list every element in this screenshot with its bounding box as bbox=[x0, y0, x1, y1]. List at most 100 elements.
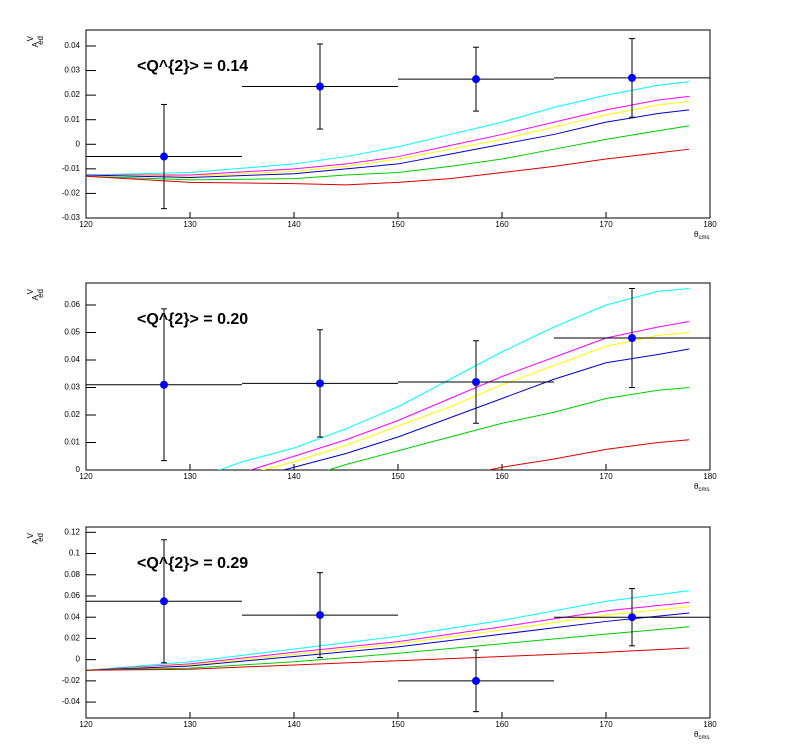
curve bbox=[281, 348, 690, 470]
y-tick-label: 0.1 bbox=[69, 549, 81, 558]
x-tick-label: 120 bbox=[79, 720, 93, 729]
curve bbox=[218, 288, 690, 470]
data-point bbox=[472, 378, 480, 386]
x-axis-label: θcms bbox=[694, 730, 709, 740]
y-axis-label: AV ed bbox=[26, 35, 45, 47]
y-tick-label: 0.05 bbox=[64, 328, 80, 337]
x-tick-label: 170 bbox=[599, 220, 613, 229]
y-tick-label: -0.01 bbox=[62, 164, 81, 173]
x-label-main: θ bbox=[694, 230, 699, 239]
y-label-sub: ed bbox=[36, 289, 45, 298]
x-tick-label: 130 bbox=[183, 220, 197, 229]
y-tick-label: -0.02 bbox=[62, 189, 81, 198]
plot-frame bbox=[85, 29, 711, 219]
x-label-sub: cms bbox=[698, 735, 709, 741]
y-tick-label: 0.02 bbox=[64, 634, 80, 643]
y-label-sub: ed bbox=[36, 36, 45, 45]
curve bbox=[86, 81, 690, 176]
plot-frame bbox=[85, 526, 711, 719]
x-tick-label: 170 bbox=[599, 472, 613, 481]
data-point bbox=[160, 597, 168, 606]
x-tick-label: 180 bbox=[703, 472, 717, 481]
data-point bbox=[628, 613, 636, 622]
data-point bbox=[472, 676, 480, 685]
curves bbox=[86, 590, 690, 671]
curve bbox=[86, 109, 690, 178]
curve bbox=[86, 647, 690, 671]
x-tick-label: 140 bbox=[287, 220, 301, 229]
y-tick-label: 0 bbox=[76, 465, 81, 474]
annotation: <Q^{2}> = 0.20 bbox=[137, 311, 248, 328]
curve bbox=[86, 148, 690, 186]
x-tick-label: 130 bbox=[183, 720, 197, 729]
curve bbox=[327, 387, 690, 470]
curve bbox=[86, 601, 690, 671]
y-label-main: A bbox=[31, 538, 40, 544]
y-tick-label: 0.04 bbox=[64, 41, 80, 50]
x-axis-label: θcms bbox=[694, 230, 709, 240]
x-tick-label: 170 bbox=[599, 720, 613, 729]
x-tick-label: 160 bbox=[495, 472, 509, 481]
y-label-sup: V bbox=[26, 35, 35, 41]
curve bbox=[86, 100, 690, 177]
y-label-main: A bbox=[31, 294, 40, 300]
curves bbox=[218, 288, 690, 470]
data-point bbox=[316, 611, 324, 620]
curve bbox=[260, 332, 690, 470]
annotation: <Q^{2}> = 0.14 bbox=[137, 58, 248, 75]
y-tick-label: 0.04 bbox=[64, 355, 80, 364]
x-tick-label: 160 bbox=[495, 720, 509, 729]
x-label-main: θ bbox=[694, 730, 699, 739]
x-tick-label: 140 bbox=[287, 720, 301, 729]
y-tick-label: 0.08 bbox=[64, 570, 80, 579]
curve bbox=[86, 95, 690, 176]
curves bbox=[86, 81, 690, 186]
y-tick-label: 0.06 bbox=[64, 591, 80, 600]
y-label-sup: V bbox=[26, 532, 35, 538]
x-label-sub: cms bbox=[698, 487, 709, 493]
x-tick-label: 180 bbox=[703, 720, 717, 729]
x-tick-label: 120 bbox=[79, 472, 93, 481]
curve bbox=[486, 439, 690, 470]
x-label-main: θ bbox=[694, 482, 699, 491]
x-tick-label: 180 bbox=[703, 220, 717, 229]
y-label-sub: ed bbox=[36, 533, 45, 542]
data-point bbox=[316, 379, 324, 388]
x-tick-label: 150 bbox=[391, 720, 405, 729]
y-tick-label: -0.04 bbox=[62, 697, 81, 706]
curve bbox=[86, 612, 690, 671]
y-axis-label: AV ed bbox=[26, 288, 45, 300]
y-tick-label: 0.01 bbox=[64, 115, 80, 124]
y-tick-label: 0 bbox=[76, 655, 81, 664]
y-tick-label: -0.02 bbox=[62, 676, 81, 685]
curve bbox=[86, 606, 690, 671]
y-tick-label: 0 bbox=[76, 139, 81, 148]
y-tick-label: 0.02 bbox=[64, 410, 80, 419]
x-tick-label: 150 bbox=[391, 472, 405, 481]
x-tick-label: 130 bbox=[183, 472, 197, 481]
y-axis-label: AV ed bbox=[26, 532, 45, 544]
data-point bbox=[628, 334, 636, 342]
x-axis-label: θcms bbox=[694, 482, 709, 492]
y-label-sup: V bbox=[26, 288, 35, 294]
y-tick-label: -0.03 bbox=[62, 213, 81, 222]
annotation: <Q^{2}> = 0.29 bbox=[137, 555, 248, 572]
y-tick-label: 0.03 bbox=[64, 383, 80, 392]
data-point bbox=[160, 152, 168, 161]
data-point bbox=[472, 75, 480, 84]
x-tick-label: 160 bbox=[495, 220, 509, 229]
y-label-main: A bbox=[31, 41, 40, 47]
x-tick-label: 120 bbox=[79, 220, 93, 229]
y-tick-label: 0.02 bbox=[64, 90, 80, 99]
y-tick-label: 0.12 bbox=[64, 527, 80, 536]
x-tick-label: 140 bbox=[287, 472, 301, 481]
y-tick-label: 0.04 bbox=[64, 612, 80, 621]
curve bbox=[86, 626, 690, 671]
plot-frame bbox=[85, 282, 711, 471]
y-tick-label: 0.01 bbox=[64, 438, 80, 447]
x-label-sub: cms bbox=[698, 235, 709, 241]
data-point bbox=[316, 82, 324, 91]
data-point bbox=[160, 380, 168, 389]
curve bbox=[249, 321, 690, 470]
